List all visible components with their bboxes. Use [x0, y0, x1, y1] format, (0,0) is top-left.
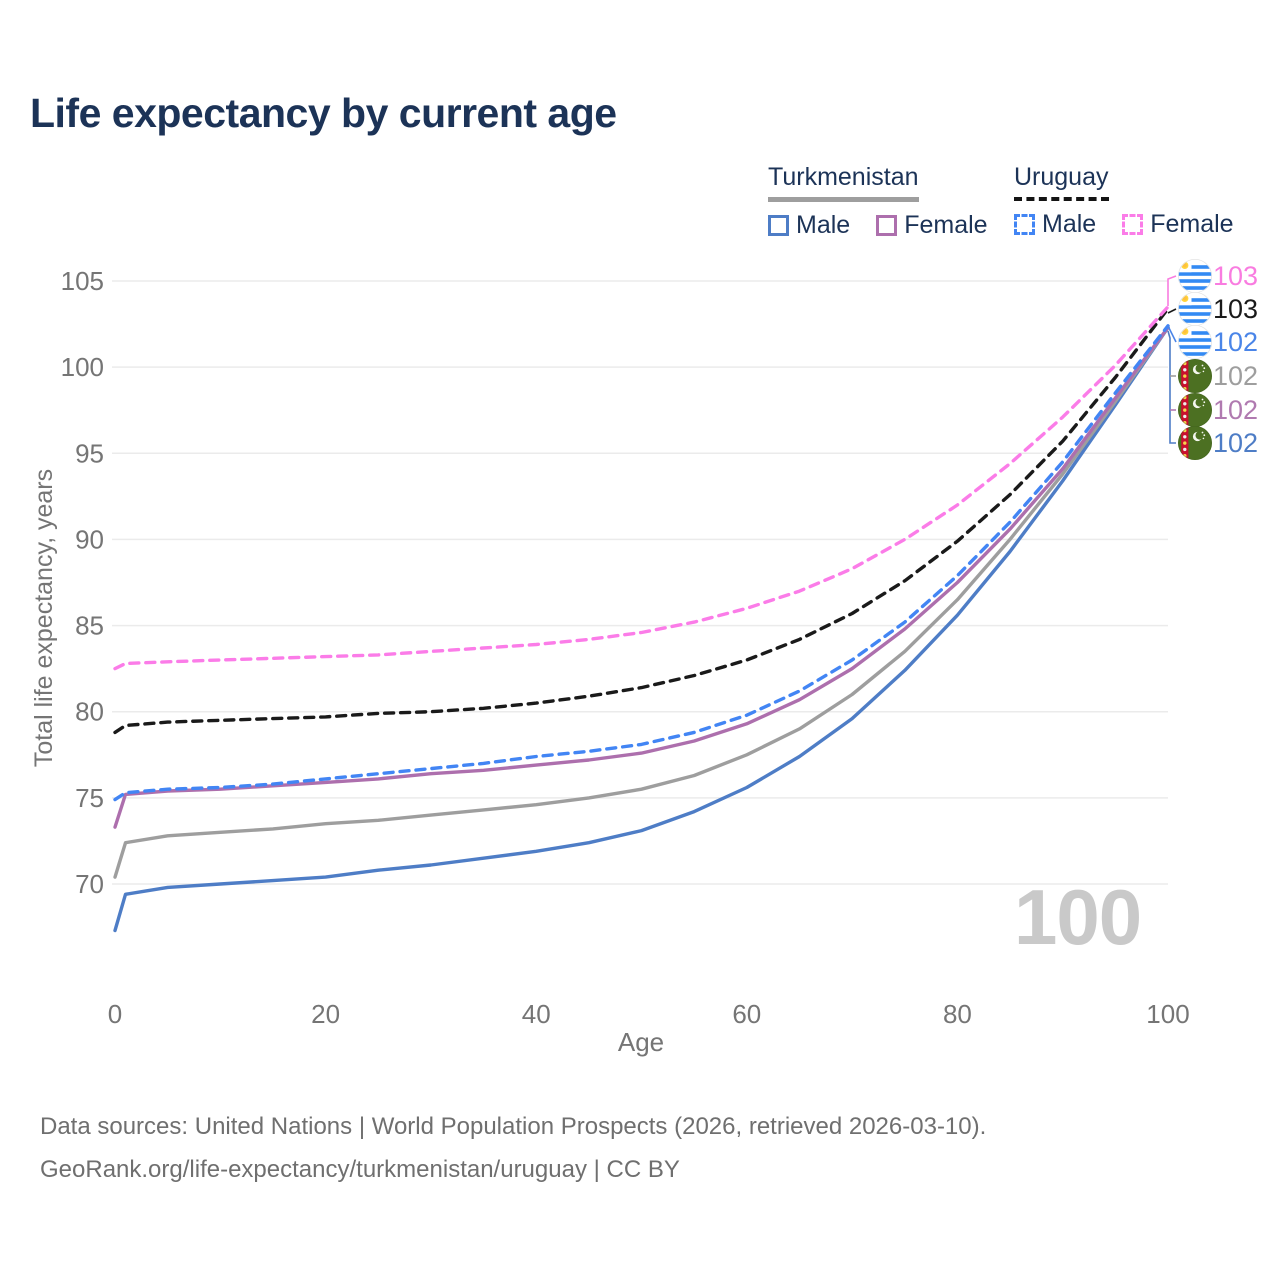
series-line-uruguay-male[interactable] — [113, 324, 1170, 802]
y-tick-label: 70 — [75, 869, 104, 899]
end-label-value-uruguay-both: 103 — [1213, 294, 1258, 324]
x-tick-label: 20 — [311, 999, 340, 1029]
y-tick-label: 105 — [61, 266, 104, 296]
watermark-age-100: 100 — [1014, 873, 1142, 961]
chart-title: Life expectancy by current age — [30, 90, 617, 136]
legend-group-uruguay: Uruguay Male Female — [1014, 163, 1260, 239]
legend-swatch-turkmenistan-female[interactable] — [876, 215, 898, 236]
footer: Data sources: United Nations | World Pop… — [40, 1105, 1240, 1191]
legend-group-turkmenistan: Turkmenistan Male Female — [768, 163, 1014, 240]
gridlines: 70 75 80 85 90 95 100 105 0 20 40 60 80 100 — [61, 266, 1190, 1029]
series-line-turkmenistan-female[interactable] — [113, 325, 1170, 829]
turkmenistan-flag-icon — [1178, 359, 1212, 393]
x-tick-label: 100 — [1146, 999, 1189, 1029]
legend-country-turkmenistan[interactable]: Turkmenistan — [768, 163, 919, 202]
end-label-value-turkmenistan-female: 102 — [1213, 395, 1258, 425]
attribution-line: GeoRank.org/life-expectancy/turkmenistan… — [40, 1156, 680, 1183]
x-axis-title: Age — [617, 1027, 665, 1057]
legend-label-turkmenistan-male[interactable]: Male — [796, 211, 851, 239]
end-label-value-turkmenistan-both: 102 — [1213, 361, 1258, 391]
legend-country-uruguay[interactable]: Uruguay — [1014, 163, 1109, 201]
end-label-value-uruguay-female: 103 — [1213, 261, 1258, 291]
uruguay-flag-icon — [1178, 325, 1212, 359]
end-label-leader-uruguay-both — [1167, 308, 1177, 314]
legend-swatch-uruguay-male[interactable] — [1014, 214, 1035, 235]
data-sources-line: Data sources: United Nations | World Pop… — [40, 1113, 987, 1140]
legend-label-uruguay-male[interactable]: Male — [1042, 210, 1097, 238]
series-line-turkmenistan-both[interactable] — [113, 325, 1170, 879]
end-label-leader-turkmenistan-male — [1167, 330, 1176, 444]
turkmenistan-flag-icon — [1178, 426, 1212, 460]
legend-swatch-turkmenistan-male[interactable] — [768, 215, 789, 236]
y-tick-label: 100 — [61, 352, 104, 382]
series-line-turkmenistan-male[interactable] — [113, 325, 1170, 933]
uruguay-flag-icon — [1178, 259, 1212, 293]
x-tick-label: 40 — [522, 999, 551, 1029]
series-lines — [113, 305, 1170, 933]
y-tick-label: 80 — [75, 697, 104, 727]
turkmenistan-flag-icon — [1178, 393, 1212, 427]
x-tick-label: 60 — [732, 999, 761, 1029]
end-label-leader-uruguay-female — [1167, 275, 1177, 306]
y-tick-label: 85 — [75, 611, 104, 641]
y-axis-title: Total life expectancy, years — [30, 468, 58, 768]
uruguay-flag-icon — [1178, 292, 1212, 326]
end-label-value-turkmenistan-male: 102 — [1213, 428, 1258, 458]
y-tick-label: 95 — [75, 438, 104, 468]
legend-swatch-uruguay-female[interactable] — [1122, 214, 1144, 235]
end-label-value-uruguay-male: 102 — [1213, 327, 1258, 357]
series-line-uruguay-both[interactable] — [113, 306, 1170, 735]
x-tick-label: 0 — [108, 999, 122, 1029]
legend: Turkmenistan Male Female Uruguay Male Fe… — [0, 163, 1280, 243]
legend-label-turkmenistan-female[interactable]: Female — [904, 211, 988, 239]
end-label-leader-uruguay-male — [1167, 325, 1177, 343]
x-tick-label: 80 — [943, 999, 972, 1029]
y-tick-label: 75 — [75, 783, 104, 813]
series-line-uruguay-female[interactable] — [113, 305, 1170, 671]
y-tick-label: 90 — [75, 524, 104, 554]
legend-label-uruguay-female[interactable]: Female — [1150, 210, 1234, 238]
